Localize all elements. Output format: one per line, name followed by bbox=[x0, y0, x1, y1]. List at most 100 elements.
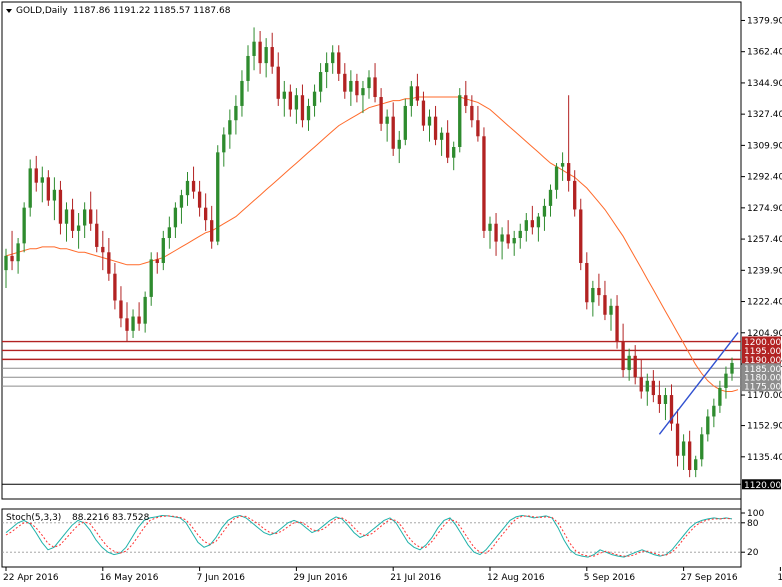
time-tick-label: 22 Apr 2016 bbox=[3, 573, 59, 583]
candle-body bbox=[331, 52, 335, 64]
bear-candle bbox=[34, 155, 38, 192]
bull-candle bbox=[161, 230, 165, 271]
candle-body bbox=[621, 341, 625, 371]
bear-candle bbox=[391, 102, 395, 156]
bull-candle bbox=[706, 409, 710, 442]
bear-candle bbox=[343, 63, 347, 99]
candle-body bbox=[651, 380, 656, 396]
bull-candle bbox=[282, 80, 286, 117]
candle-body bbox=[470, 105, 474, 121]
candle-body bbox=[657, 395, 662, 404]
bull-candle bbox=[252, 27, 256, 71]
price-tick-label: 1309.90 bbox=[747, 141, 782, 151]
bull-candle bbox=[40, 166, 44, 203]
bear-candle bbox=[276, 52, 280, 106]
candle-body bbox=[712, 405, 716, 417]
bear-candle bbox=[125, 302, 129, 342]
bull-candle bbox=[324, 52, 329, 89]
candle-body bbox=[530, 220, 535, 228]
candle-body bbox=[234, 105, 238, 121]
candle-body bbox=[216, 152, 220, 242]
bull-candle bbox=[645, 373, 649, 406]
bear-candle bbox=[355, 73, 359, 103]
candle-body bbox=[52, 189, 57, 201]
candle-body bbox=[645, 380, 649, 392]
bull-candle bbox=[439, 127, 444, 156]
bull-candle bbox=[560, 152, 565, 181]
price-tick-label: 1135.40 bbox=[747, 453, 782, 463]
bull-candle bbox=[512, 230, 516, 256]
bear-candle bbox=[603, 280, 607, 321]
bear-candle bbox=[379, 88, 383, 131]
candle-body bbox=[663, 395, 668, 404]
candle-body bbox=[16, 243, 20, 262]
candle-body bbox=[615, 305, 619, 342]
bull-candle bbox=[627, 348, 631, 381]
candle-body bbox=[518, 230, 522, 239]
bull-candle bbox=[228, 109, 232, 149]
bear-candle bbox=[687, 430, 692, 478]
bear-candle bbox=[573, 170, 577, 217]
bear-candle bbox=[421, 91, 426, 131]
candle-body bbox=[125, 318, 129, 331]
bull-candle bbox=[349, 70, 353, 106]
hline-tag-label: 1185.00 bbox=[744, 365, 781, 375]
bull-candle bbox=[536, 213, 541, 242]
candle-body bbox=[185, 180, 190, 196]
candle-body bbox=[149, 259, 153, 297]
candle-body bbox=[101, 246, 105, 253]
bull-candle bbox=[458, 88, 462, 153]
stoch-main-line bbox=[5, 514, 733, 558]
candle-body bbox=[627, 355, 631, 371]
candle-body bbox=[70, 209, 75, 231]
bull-candle bbox=[548, 184, 553, 217]
bear-candle bbox=[633, 345, 637, 385]
bear-candle bbox=[494, 213, 498, 256]
candle-body bbox=[343, 73, 347, 92]
bull-candle bbox=[306, 98, 311, 131]
bull-candle bbox=[609, 298, 613, 331]
candle-body bbox=[282, 91, 286, 99]
bear-candle bbox=[288, 84, 293, 117]
bear-candle bbox=[675, 409, 680, 467]
candle-body bbox=[597, 287, 601, 296]
bear-candle bbox=[445, 120, 450, 164]
bull-candle bbox=[216, 145, 220, 246]
price-axis: 1379.90 1362.40 1344.90 1327.40 1309.90 1292.… bbox=[741, 16, 782, 463]
bull-candle bbox=[16, 238, 20, 274]
candle-body bbox=[22, 207, 26, 244]
bear-candle bbox=[530, 205, 535, 235]
bear-candle bbox=[300, 84, 305, 128]
bear-candle bbox=[464, 80, 468, 114]
bull-candle bbox=[724, 366, 728, 399]
candle-body bbox=[167, 227, 172, 239]
bear-candle bbox=[470, 95, 474, 128]
bear-candle bbox=[101, 230, 105, 271]
candle-body bbox=[433, 116, 438, 140]
candle-body bbox=[294, 95, 299, 110]
hline-tag bbox=[742, 479, 781, 490]
bear-candle bbox=[258, 30, 262, 74]
candle-body bbox=[222, 134, 226, 153]
candle-body bbox=[548, 189, 553, 206]
candle-body bbox=[276, 66, 280, 99]
candle-body bbox=[403, 105, 407, 140]
time-tick-label: 16 May 2016 bbox=[100, 573, 159, 583]
candle-body bbox=[639, 377, 643, 392]
bull-candle bbox=[64, 202, 69, 242]
price-tick-label: 1204.90 bbox=[747, 329, 782, 339]
collapse-icon[interactable] bbox=[6, 9, 12, 13]
bull-candle bbox=[149, 252, 153, 306]
candle-body bbox=[119, 300, 123, 319]
candle-body bbox=[46, 177, 51, 201]
candle-body bbox=[512, 238, 516, 244]
candle-body bbox=[488, 223, 492, 231]
bear-candle bbox=[197, 180, 202, 217]
candle-body bbox=[542, 205, 547, 217]
time-tick-label: 29 Jun 2016 bbox=[293, 573, 347, 583]
hline-tag bbox=[742, 363, 781, 374]
hline-tag bbox=[742, 336, 781, 347]
bear-candle bbox=[373, 63, 377, 103]
candle-body bbox=[161, 238, 165, 263]
candle-body bbox=[706, 416, 710, 435]
